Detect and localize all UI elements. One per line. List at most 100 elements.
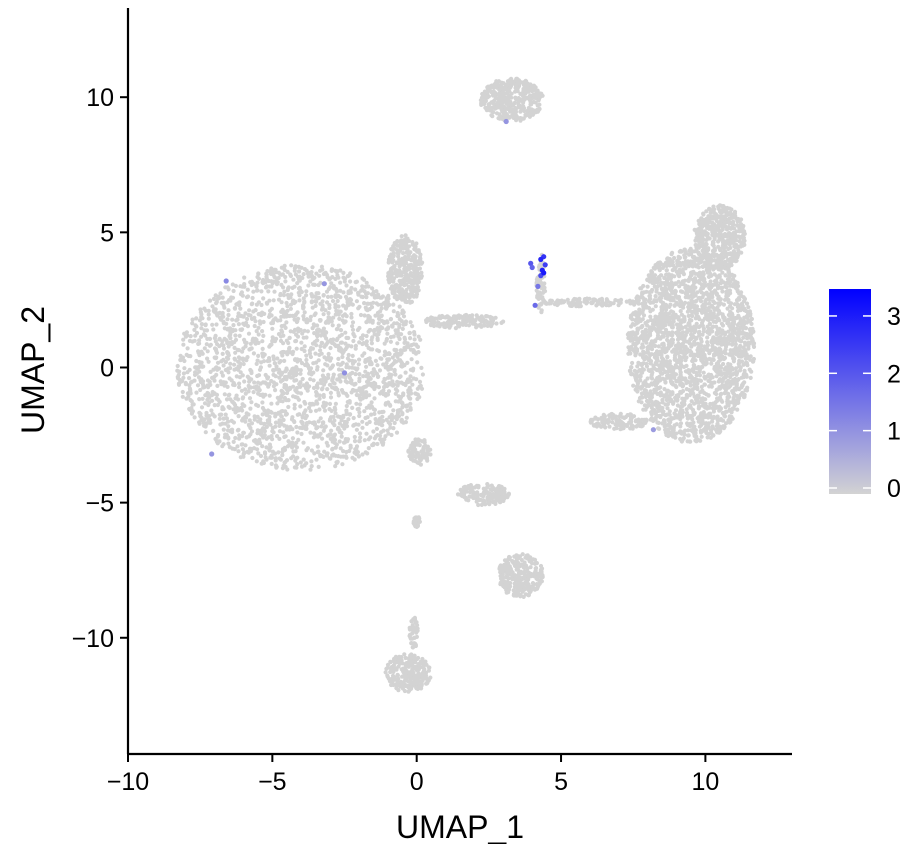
cell-point xyxy=(254,361,259,366)
cell-point xyxy=(338,446,343,451)
cell-point xyxy=(267,356,272,361)
cell-point xyxy=(699,421,704,426)
cell-point xyxy=(643,394,648,400)
cell-point xyxy=(665,429,670,434)
cell-point xyxy=(264,271,269,276)
cell-point xyxy=(206,418,211,423)
cell-point xyxy=(678,408,684,413)
cell-point xyxy=(741,381,746,386)
cell-point xyxy=(364,333,369,339)
cell-point xyxy=(366,284,371,289)
cell-point xyxy=(330,377,335,382)
cell-point xyxy=(367,393,372,398)
cell-point xyxy=(377,410,382,415)
cell-point xyxy=(339,434,344,439)
cell-point xyxy=(284,424,289,429)
cell-point xyxy=(397,380,402,385)
cell-point xyxy=(736,335,741,340)
cell-point xyxy=(717,428,723,433)
cell-point xyxy=(348,371,353,376)
cell-point xyxy=(236,397,241,402)
cell-point xyxy=(245,355,250,360)
cell-point xyxy=(404,404,409,409)
cell-point xyxy=(248,341,253,346)
cell-point xyxy=(692,412,697,417)
cell-point xyxy=(267,312,272,317)
cell-point xyxy=(631,383,636,388)
cell-point xyxy=(391,426,396,431)
cell-point xyxy=(285,467,290,472)
cell-point xyxy=(656,275,661,280)
cell-point xyxy=(305,320,310,325)
cell-point xyxy=(274,464,279,469)
cell-point xyxy=(277,456,282,461)
cell-point xyxy=(357,372,362,377)
cell-point xyxy=(329,281,334,286)
cell-point xyxy=(241,454,246,459)
cell-point xyxy=(259,461,264,466)
cell-point xyxy=(250,455,255,461)
cell-point xyxy=(678,309,683,314)
cell-point xyxy=(299,265,304,270)
cell-point xyxy=(246,412,251,417)
cell-point xyxy=(298,384,303,389)
cell-point xyxy=(223,412,228,417)
cell-point xyxy=(734,298,740,303)
cell-point xyxy=(280,307,285,312)
cell-point xyxy=(197,410,202,415)
cell-point xyxy=(341,390,346,395)
cell-point xyxy=(702,354,707,359)
cell-point xyxy=(392,321,397,326)
cell-point xyxy=(320,386,325,391)
cell-point xyxy=(660,405,665,411)
cell-point xyxy=(743,326,749,331)
cell-point xyxy=(200,396,205,401)
cluster-large-left xyxy=(175,263,425,472)
cell-point xyxy=(322,449,327,454)
cell-point xyxy=(703,405,708,410)
cell-point xyxy=(203,430,208,435)
cell-point xyxy=(192,372,198,377)
cell-point xyxy=(281,293,286,298)
cell-point xyxy=(343,341,348,346)
cell-point xyxy=(336,323,341,328)
cell-point xyxy=(364,280,369,285)
cell-point xyxy=(261,296,266,301)
cell-point xyxy=(236,348,241,353)
cell-point xyxy=(338,288,343,293)
cell-point xyxy=(205,356,210,361)
cell-point xyxy=(689,328,694,333)
cell-point xyxy=(292,406,297,411)
cell-point xyxy=(278,318,283,323)
cell-point xyxy=(640,292,645,297)
cell-point xyxy=(724,365,729,370)
cell-point xyxy=(218,412,223,417)
cell-point xyxy=(416,334,421,339)
cell-point xyxy=(385,331,390,336)
cell-point xyxy=(360,419,365,424)
cell-point xyxy=(180,389,185,395)
cell-point xyxy=(297,278,302,283)
cell-point xyxy=(386,357,392,362)
cell-point xyxy=(202,346,207,351)
cell-point xyxy=(741,395,747,400)
cell-point xyxy=(350,358,355,363)
cell-point xyxy=(687,341,692,346)
cell-point xyxy=(653,294,658,299)
cell-point xyxy=(264,276,269,281)
cell-point xyxy=(337,376,342,381)
cell-point xyxy=(379,420,384,425)
cell-point xyxy=(698,390,703,395)
cell-point xyxy=(400,326,405,331)
cell-point xyxy=(347,365,352,370)
cell-point xyxy=(227,392,232,397)
cell-point xyxy=(687,393,692,398)
cell-point xyxy=(651,319,656,325)
cell-point xyxy=(216,397,221,402)
cell-point xyxy=(312,312,317,318)
cell-point xyxy=(206,391,211,396)
cell-point xyxy=(286,404,291,410)
cell-point xyxy=(652,387,657,392)
cell-point xyxy=(249,369,254,374)
cell-point xyxy=(218,291,223,296)
